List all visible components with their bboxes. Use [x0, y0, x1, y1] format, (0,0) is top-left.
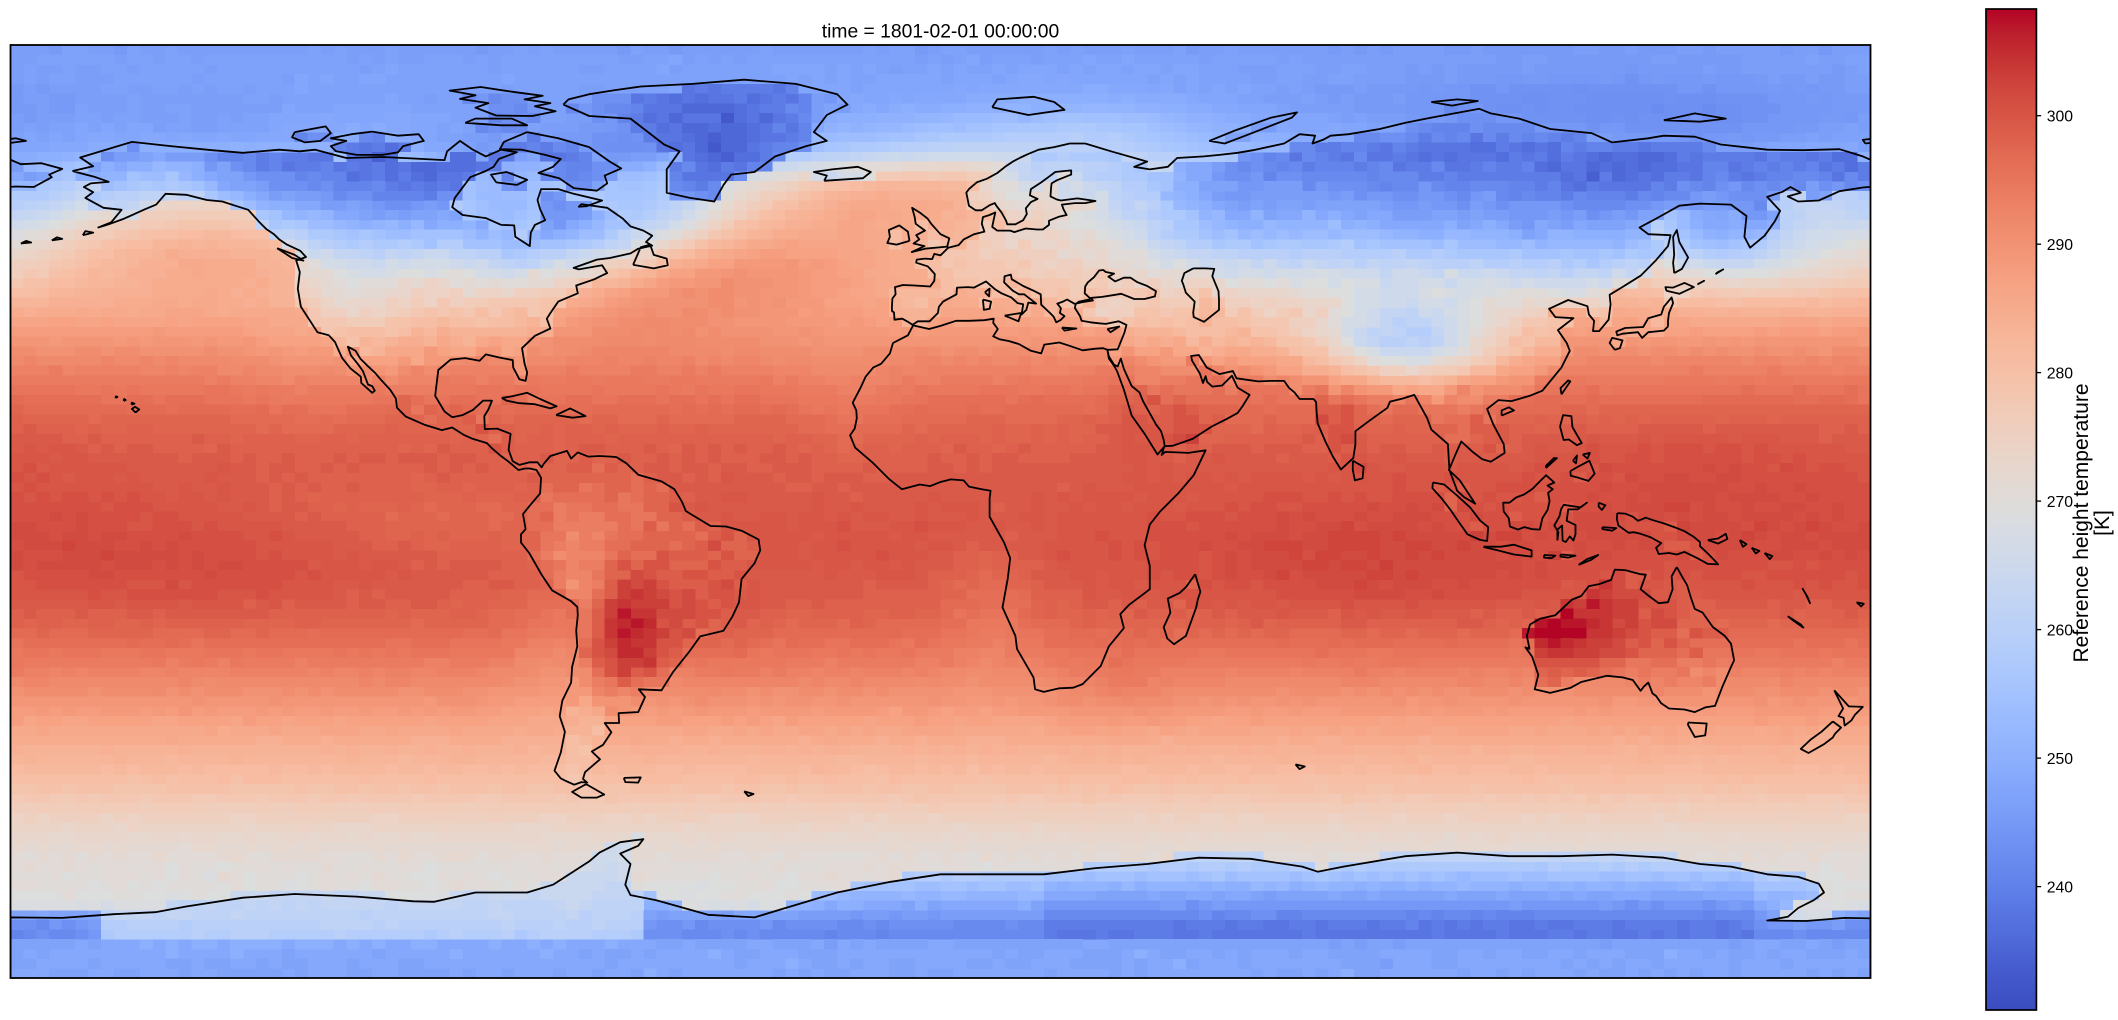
svg-text:240: 240	[2047, 879, 2074, 896]
svg-text:280: 280	[2047, 365, 2074, 382]
svg-text:290: 290	[2047, 237, 2074, 254]
svg-text:300: 300	[2047, 108, 2074, 125]
svg-text:270: 270	[2047, 494, 2074, 511]
svg-text:[K]: [K]	[2091, 510, 2114, 536]
svg-text:260: 260	[2047, 622, 2074, 639]
svg-text:Reference height temperature: Reference height temperature	[2070, 384, 2093, 663]
svg-text:250: 250	[2047, 751, 2074, 768]
svg-text:time = 1801-02-01 00:00:00: time = 1801-02-01 00:00:00	[822, 22, 1059, 43]
